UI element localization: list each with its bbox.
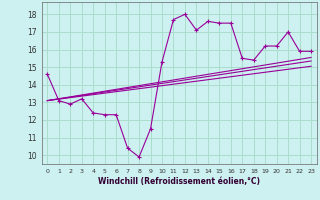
- X-axis label: Windchill (Refroidissement éolien,°C): Windchill (Refroidissement éolien,°C): [98, 177, 260, 186]
